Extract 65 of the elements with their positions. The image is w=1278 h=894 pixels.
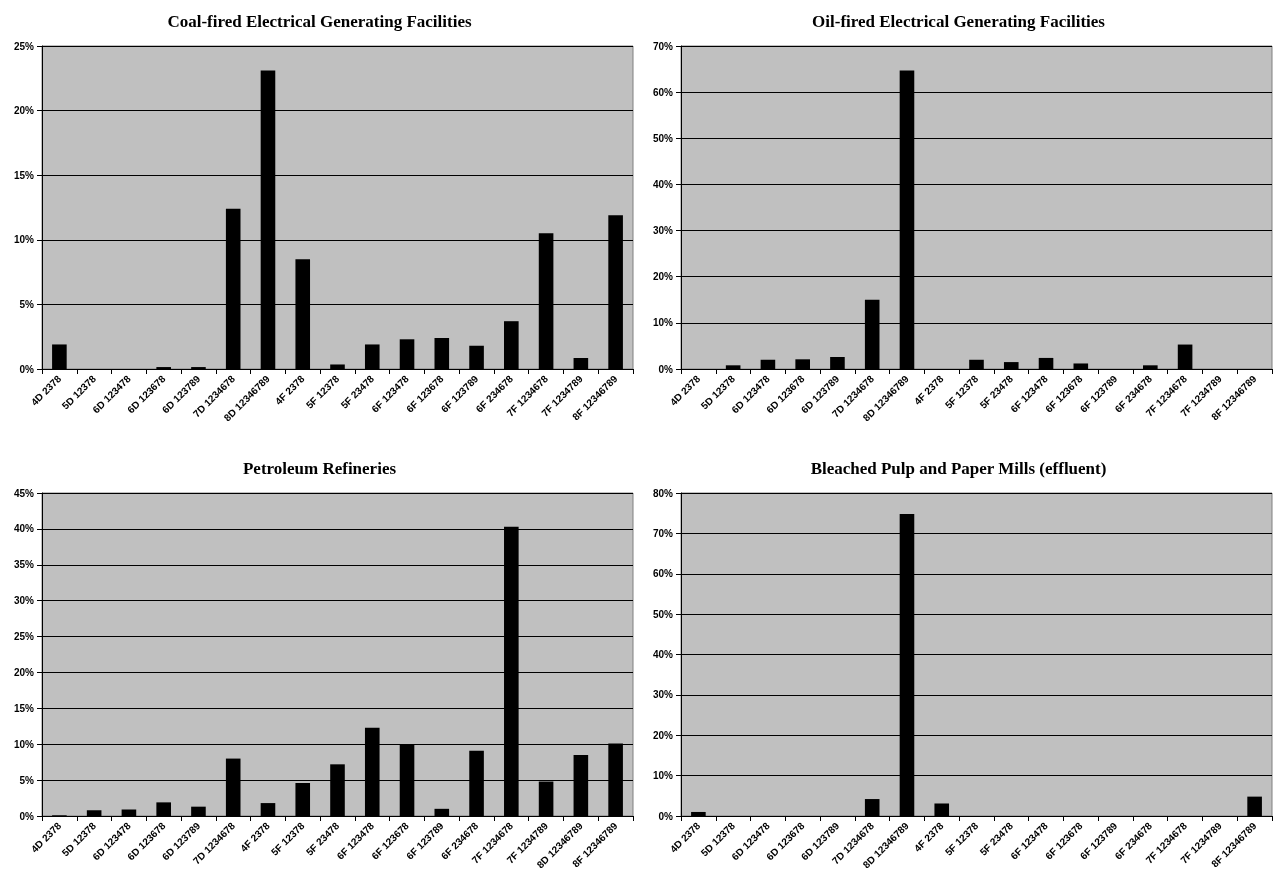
bar [86, 810, 102, 816]
y-tick-label: 30% [652, 689, 674, 701]
chart-title: Bleached Pulp and Paper Mills (effluent) [810, 459, 1107, 478]
bar [434, 337, 450, 369]
bar [364, 344, 380, 369]
y-tick-label: 5% [19, 298, 35, 310]
bar [434, 808, 450, 816]
y-tick-label: 25% [13, 631, 35, 643]
bar [864, 799, 880, 816]
bar [1247, 796, 1262, 816]
bar [295, 782, 311, 816]
bar [760, 359, 776, 369]
y-tick-label: 15% [13, 169, 35, 181]
y-tick-label: 60% [652, 86, 674, 98]
bar [191, 806, 206, 816]
y-tick-label: 25% [13, 40, 35, 52]
y-tick-label: 20% [652, 271, 674, 283]
y-tick-label: 70% [652, 40, 674, 52]
y-tick-label: 10% [13, 234, 35, 246]
bar [1143, 365, 1158, 369]
bar [469, 345, 484, 369]
bar [399, 339, 415, 369]
chart-title: Petroleum Refineries [242, 459, 397, 478]
y-tick-label: 60% [652, 568, 674, 580]
y-tick-label: 50% [652, 608, 674, 620]
bar [725, 365, 741, 369]
bar [1177, 344, 1193, 369]
y-tick-label: 10% [652, 770, 674, 782]
bar [691, 811, 706, 816]
bar [934, 803, 950, 816]
y-tick-label: 20% [13, 666, 35, 678]
y-tick-label: 40% [652, 178, 674, 190]
y-tick-label: 30% [13, 595, 35, 607]
y-tick-label: 10% [652, 317, 674, 329]
y-tick-label: 45% [13, 487, 35, 499]
y-tick-label: 0% [658, 810, 674, 822]
bar [830, 357, 845, 369]
bar [795, 359, 810, 369]
bar [330, 364, 345, 369]
y-tick-label: 20% [13, 105, 35, 117]
y-tick-label: 70% [652, 527, 674, 539]
bar [156, 802, 171, 816]
y-tick-label: 20% [652, 729, 674, 741]
y-tick-label: 50% [652, 132, 674, 144]
y-tick-label: 30% [652, 225, 674, 237]
y-tick-label: 5% [19, 774, 35, 786]
y-tick-label: 80% [652, 487, 674, 499]
bar [260, 803, 276, 816]
y-tick-label: 0% [658, 363, 674, 375]
y-tick-label: 40% [13, 523, 35, 535]
bar [1038, 357, 1054, 369]
y-tick-label: 15% [13, 702, 35, 714]
bar [573, 358, 589, 369]
bar [969, 359, 984, 369]
bar [52, 344, 67, 369]
y-tick-label: 0% [19, 810, 35, 822]
y-tick-label: 0% [19, 363, 35, 375]
bar [1003, 362, 1019, 369]
y-tick-label: 35% [13, 559, 35, 571]
chart-title: Coal-fired Electrical Generating Facilities [167, 12, 472, 31]
bar [504, 321, 519, 369]
bar [1073, 363, 1089, 369]
chart-title: Oil-fired Electrical Generating Facilities [812, 12, 1106, 31]
y-tick-label: 10% [13, 738, 35, 750]
y-tick-label: 40% [652, 649, 674, 660]
